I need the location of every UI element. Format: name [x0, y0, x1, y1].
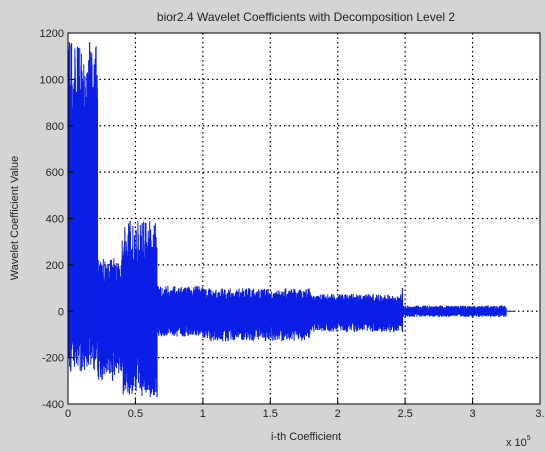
signal-segment: [202, 288, 312, 342]
signal-segment: [97, 258, 123, 381]
x-tick-label: 2: [335, 408, 341, 420]
grid-lines: [68, 33, 540, 404]
x-tick-label: 2.5: [397, 408, 412, 420]
x-axis-multiplier-base: x 10: [506, 437, 527, 449]
y-tick-label: 200: [46, 260, 64, 272]
x-axis-multiplier: x 105: [506, 435, 531, 449]
y-tick-label: 1200: [40, 28, 64, 40]
y-tick-label: -200: [42, 353, 64, 365]
signal-segment: [310, 294, 403, 333]
y-tick-label: 400: [46, 214, 64, 226]
x-tick-label: 0: [65, 408, 71, 420]
y-tick-label: 800: [46, 121, 64, 133]
data-series: [67, 42, 516, 398]
chart-title: bior2.4 Wavelet Coefficients with Decomp…: [157, 10, 455, 24]
x-tick-label: 3: [470, 408, 476, 420]
y-tick-label: 0: [58, 306, 64, 318]
x-tick-label: 1: [200, 408, 206, 420]
y-tick-label: 600: [46, 167, 64, 179]
x-tick-label: 0.5: [128, 408, 143, 420]
x-axis-multiplier-exponent: 5: [527, 435, 531, 442]
y-tick-label: -400: [42, 399, 64, 411]
x-tick-label: 3.: [535, 408, 544, 420]
x-axis-label: i-th Coefficient: [271, 431, 341, 443]
x-tick-label: 1.5: [263, 408, 278, 420]
axis-ticks: 0 0.5 1 1.5 2 2.5 3 3. -400 -200 0 200 400 600 800 1000…: [40, 28, 545, 420]
y-axis-label: Wavelet Coefficient Value: [9, 156, 21, 281]
y-tick-label: 1000: [40, 74, 64, 86]
